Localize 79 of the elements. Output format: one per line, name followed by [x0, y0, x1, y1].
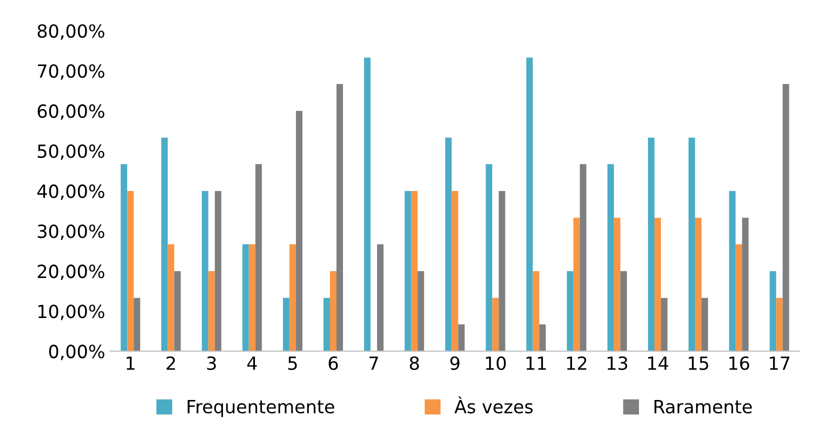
x-tick-label: 15 [688, 356, 708, 370]
bar [654, 218, 661, 352]
bar [208, 271, 215, 352]
bar [770, 271, 776, 352]
bar [296, 110, 302, 352]
bar [660, 298, 668, 352]
x-tick-label: 2 [166, 356, 175, 370]
bar [134, 298, 140, 352]
bar [776, 298, 783, 352]
bar [539, 324, 546, 352]
x-tick-label: 12 [567, 356, 586, 370]
bar [289, 244, 296, 352]
bar [742, 218, 749, 352]
bar [532, 271, 540, 352]
x-tick-label: 1 [126, 356, 135, 370]
bar [127, 190, 134, 352]
bar [492, 298, 499, 352]
bar [161, 138, 168, 352]
bar [614, 218, 620, 352]
bar [620, 271, 627, 352]
legend-label: Às vezes [454, 396, 533, 414]
bar [445, 138, 452, 352]
y-tick-label: 20,00% [38, 264, 104, 280]
y-tick-label: 40,00% [37, 184, 104, 200]
bar [736, 244, 742, 352]
bar [607, 164, 614, 352]
x-tick-label: 3 [207, 356, 216, 370]
x-tick-label: 17 [770, 356, 790, 370]
x-tick-label: 11 [526, 356, 546, 370]
bar [566, 271, 574, 352]
y-tick-label: 30,00% [38, 224, 104, 240]
y-tick-label: 50,00% [38, 144, 104, 160]
bar [377, 244, 384, 352]
x-tick-label: 14 [648, 356, 668, 370]
bar [214, 190, 222, 352]
bar [174, 271, 181, 352]
bar [782, 84, 790, 352]
bar [702, 298, 708, 352]
bar [418, 271, 424, 352]
bar [324, 298, 330, 352]
legend-label: Raramente [654, 400, 752, 414]
x-tick-label: 10 [486, 356, 506, 370]
bar [580, 164, 586, 352]
y-tick-label: 10,00% [38, 304, 104, 320]
bar [411, 190, 418, 352]
bar [242, 244, 249, 352]
bar [648, 138, 654, 352]
x-tick-label: 5 [288, 356, 297, 370]
bar [729, 190, 736, 352]
bar [573, 218, 580, 352]
bar [336, 84, 343, 352]
bar [364, 58, 371, 352]
bar [688, 138, 696, 352]
x-tick-label: 13 [608, 356, 628, 370]
bar [498, 190, 506, 352]
y-tick-label: 60,00% [38, 104, 104, 120]
bar [458, 324, 465, 352]
bar [202, 190, 208, 352]
x-tick-label: 16 [729, 356, 750, 370]
y-tick-label: 80,00% [38, 24, 104, 40]
bar [486, 164, 492, 352]
bar [526, 58, 533, 352]
bar [255, 164, 262, 352]
bar [330, 271, 336, 352]
bar [695, 218, 702, 352]
bar [248, 244, 256, 352]
x-tick-label: 6 [328, 356, 338, 370]
bar [404, 190, 412, 352]
x-tick-label: 9 [450, 356, 460, 370]
y-tick-label: 70,00% [38, 64, 104, 80]
y-tick-label: 0,00% [49, 344, 104, 360]
bar [282, 298, 290, 352]
x-tick-label: 7 [370, 356, 378, 370]
legend-label: Frequentemente [188, 400, 334, 417]
x-tick-label: 4 [247, 356, 257, 370]
bar [452, 190, 458, 352]
x-tick-label: 8 [410, 356, 419, 370]
bar [168, 244, 174, 352]
bar [120, 164, 128, 352]
